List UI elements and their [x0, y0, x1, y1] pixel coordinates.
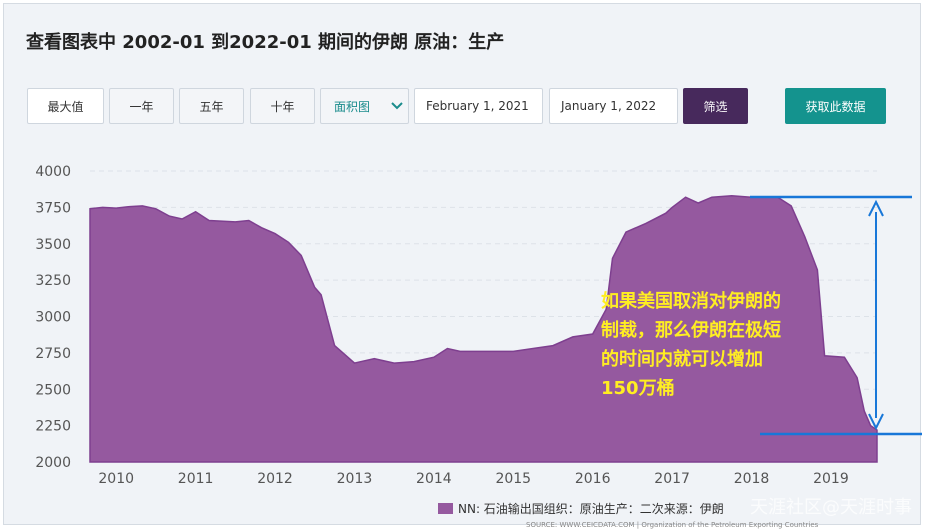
end-date[interactable]: January 1, 2022 [549, 88, 678, 124]
annotation-text: 的时间内就可以增加 [601, 348, 763, 370]
y-tick-label: 2500 [35, 382, 71, 398]
y-tick-label: 2750 [35, 346, 71, 362]
area [89, 194, 878, 463]
chart-type-select[interactable]: 面积图 [320, 88, 409, 124]
x-tick-label: 2015 [495, 471, 531, 487]
x-tick-label: 2016 [575, 471, 611, 487]
x-tick-label: 2019 [813, 471, 849, 487]
annotation-text: 150万桶 [601, 377, 675, 399]
page-title: 查看图表中 2002-01 到2022-01 期间的伊朗 原油：生产 [26, 32, 505, 53]
y-tick-label: 3750 [35, 200, 71, 216]
arrow-head [868, 413, 884, 431]
legend-label: NN: 石油输出国组织：原油生产：二次来源：伊朗 [458, 501, 724, 516]
x-tick-label: 2013 [337, 471, 373, 487]
x-tick-label: 2014 [416, 471, 452, 487]
y-tick-label: 3000 [35, 310, 71, 326]
watermark: 天涯社区@天涯时事 [750, 497, 912, 518]
x-tick-label: 2012 [257, 471, 293, 487]
annotation-text: 制裁，那么伊朗在极短 [601, 319, 781, 341]
y-tick-label: 4000 [35, 164, 71, 180]
source-text: SOURCE: WWW.CEICDATA.COM | Organization … [526, 521, 819, 529]
get-data-button[interactable]: 获取此数据 [785, 88, 886, 124]
y-tick-label: 2250 [35, 419, 71, 435]
arrow-head [868, 199, 884, 217]
y-tick-label: 3500 [35, 237, 71, 253]
select-value: 面积图 [334, 99, 371, 114]
x-tick-label: 2018 [734, 471, 770, 487]
range-button[interactable]: 五年 [179, 88, 244, 124]
y-tick-label: 2000 [35, 455, 71, 471]
annotation-text: 如果美国取消对伊朗的 [601, 290, 781, 312]
x-tick-label: 2017 [654, 471, 690, 487]
range-button[interactable]: 十年 [250, 88, 315, 124]
range-button[interactable]: 一年 [109, 88, 174, 124]
start-date[interactable]: February 1, 2021 [414, 88, 543, 124]
x-tick-label: 2011 [178, 471, 214, 487]
filter-button[interactable]: 筛选 [683, 88, 748, 124]
y-tick-label: 3250 [35, 273, 71, 289]
x-tick-label: 2010 [98, 471, 134, 487]
chevron [391, 102, 403, 110]
range-button[interactable]: 最大值 [27, 88, 104, 124]
legend-swatch [438, 503, 453, 514]
